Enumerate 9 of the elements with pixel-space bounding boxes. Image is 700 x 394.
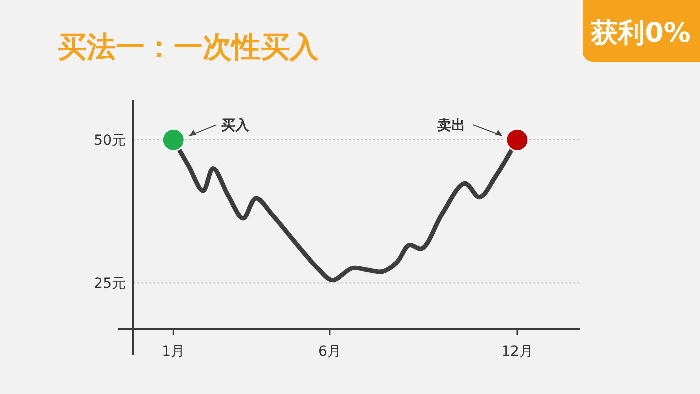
x-tick-label: 1月 xyxy=(162,344,186,360)
y-tick-label: 25元 xyxy=(94,276,126,292)
x-tick-label: 6月 xyxy=(318,344,342,360)
chart-title: 买法一：一次性买入 xyxy=(58,30,320,64)
annotation: 卖出 xyxy=(437,118,466,134)
x-tick-label: 12月 xyxy=(502,344,534,360)
text: 获利0% xyxy=(590,18,691,49)
annotation: 买入 xyxy=(222,118,251,134)
y-tick-label: 50元 xyxy=(94,132,126,149)
